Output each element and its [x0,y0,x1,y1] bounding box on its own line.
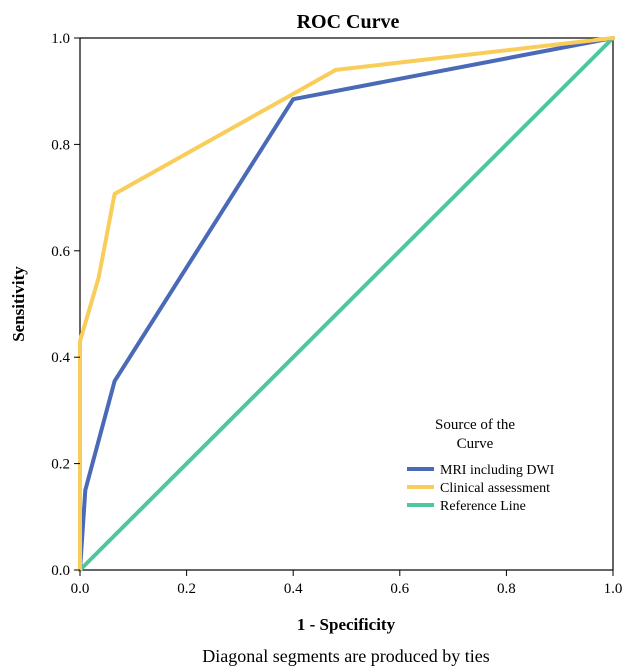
y-axis-label: Sensitivity [9,266,28,342]
x-axis-label: 1 - Specificity [297,615,396,634]
x-tick-label: 0.0 [71,581,90,597]
series-line-mri-including-dwi [78,36,615,572]
legend-items: MRI including DWI Clinical assessment Refe… [407,463,555,514]
plot-area [78,36,615,572]
series-line-reference-line [78,36,615,572]
series-group [78,36,615,572]
x-tick-label: 1.0 [604,581,623,597]
legend: Source of the Curve MRI including DWI Cli… [407,417,555,514]
x-tick-label: 0.6 [390,581,409,597]
chart-title: ROC Curve [297,11,400,33]
plot-frame [79,37,614,571]
footnote: Diagonal segments are produced by ties [202,646,489,666]
x-tick-label: 0.8 [497,581,516,597]
legend-title-line-1: Source of the [435,417,515,433]
x-tick-label: 0.4 [284,581,303,597]
y-tick-label: 0.0 [51,563,70,579]
y-tick-label: 0.6 [51,244,70,260]
y-axis: 0.0 0.2 0.4 0.6 0.8 1.0 [51,31,80,579]
x-axis: 0.0 0.2 0.4 0.6 0.8 1.0 [71,570,623,597]
legend-entry-label: Clinical assessment [440,481,550,496]
legend-entry-label: Reference Line [440,499,526,514]
y-tick-label: 1.0 [51,31,70,47]
y-tick-label: 0.8 [51,137,70,153]
legend-title-line-2: Curve [457,436,494,452]
legend-entry-label: MRI including DWI [440,463,555,478]
x-tick-label: 0.2 [177,581,196,597]
series-line-clinical-assessment [78,36,615,572]
y-tick-label: 0.4 [51,350,70,366]
y-tick-label: 0.2 [51,457,70,473]
